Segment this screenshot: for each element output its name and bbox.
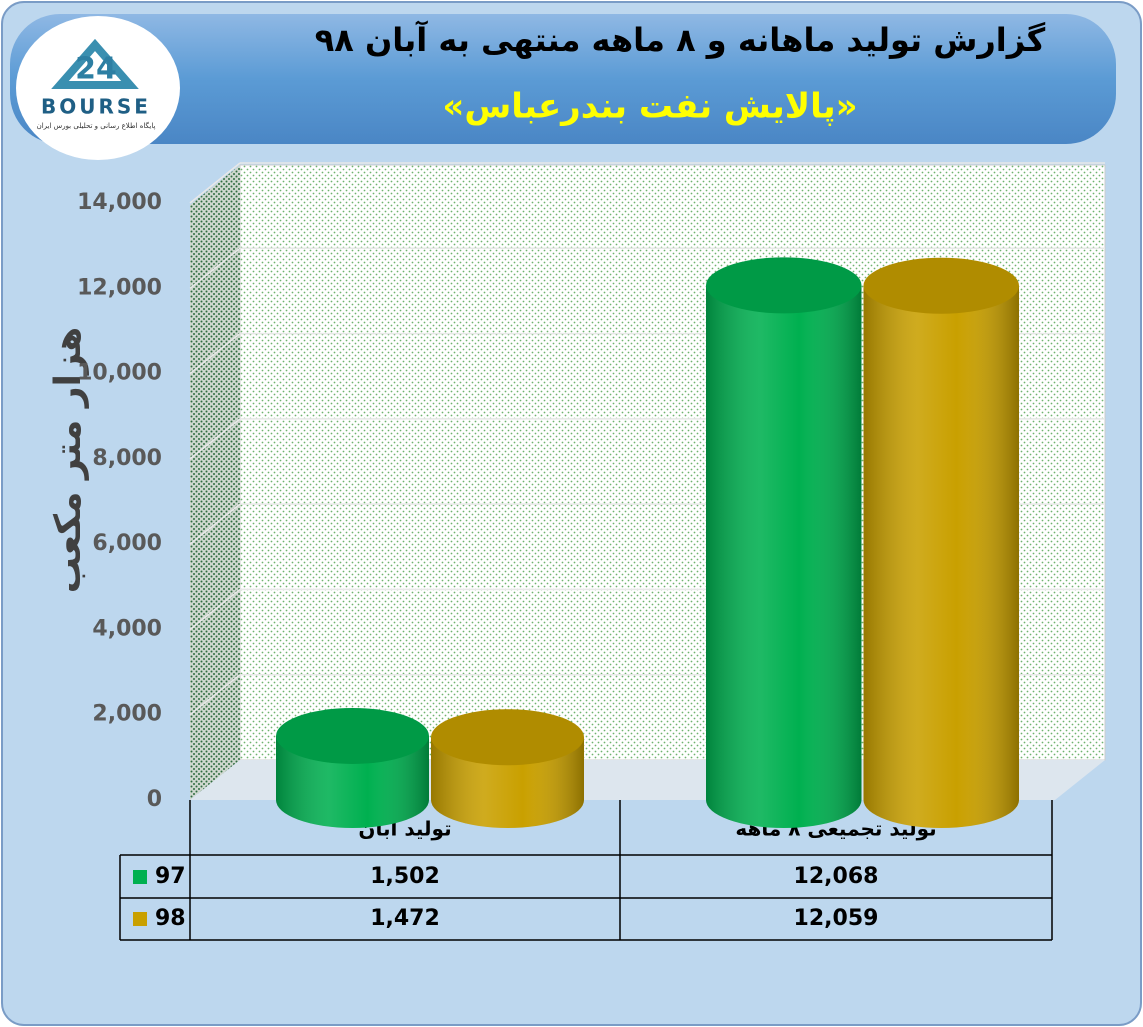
grid-line — [189, 162, 241, 204]
legend-swatch — [133, 912, 147, 926]
bar-top-shade — [431, 709, 584, 766]
y-tick-label: 2,000 — [92, 702, 162, 727]
table-value: 12,059 — [794, 906, 879, 931]
side-wall — [190, 165, 240, 800]
grid-line — [189, 332, 241, 375]
y-tick-label: 10,000 — [77, 361, 162, 386]
legend-label: 97 — [155, 864, 186, 889]
y-tick-label: 12,000 — [77, 275, 162, 300]
chart-title: گزارش تولید ماهانه و ۸ ماهه منتهی به آبا… — [315, 20, 1046, 59]
bar — [431, 709, 584, 828]
logo-text: BOURSE — [41, 95, 151, 119]
data-table — [119, 800, 1053, 941]
bar-body-shade — [706, 285, 862, 800]
title-banner — [10, 14, 1116, 144]
legend-swatch — [133, 870, 147, 884]
logo-shape — [51, 38, 139, 89]
chart-subtitle: «پالایش نفت بندرعباس» — [442, 87, 857, 127]
y-tick-label: 14,000 — [77, 190, 162, 215]
y-tick-label: 0 — [147, 787, 162, 812]
bar-top-shade — [863, 257, 1019, 314]
table-value: 1,472 — [370, 906, 440, 931]
grid-line — [189, 588, 241, 631]
logo-tagline: پایگاه اطلاع رسانی و تحلیلی بورس ایران — [37, 121, 156, 130]
bar-top-shade — [276, 707, 429, 764]
bar — [706, 257, 862, 828]
grid-line — [189, 247, 241, 289]
bar-top — [276, 707, 429, 764]
y-tick-label: 6,000 — [92, 531, 162, 556]
y-axis-label: هزار متر مکعب — [48, 327, 89, 594]
table-value: 1,502 — [370, 864, 440, 889]
grid-line — [189, 503, 241, 545]
bar-top — [706, 257, 862, 314]
bar-body-shade — [863, 285, 1019, 800]
y-tick-label: 4,000 — [92, 616, 162, 641]
bar-top-shade — [706, 257, 862, 314]
bar-top — [863, 257, 1019, 314]
bar — [276, 707, 429, 828]
table-value: 12,068 — [794, 864, 879, 889]
grid-line — [189, 418, 241, 460]
bar-top — [431, 709, 584, 766]
grid-line — [189, 674, 241, 716]
legend-label: 98 — [155, 906, 186, 931]
logo-number: 24 — [75, 52, 117, 87]
bar — [863, 257, 1019, 828]
y-tick-label: 8,000 — [92, 446, 162, 471]
